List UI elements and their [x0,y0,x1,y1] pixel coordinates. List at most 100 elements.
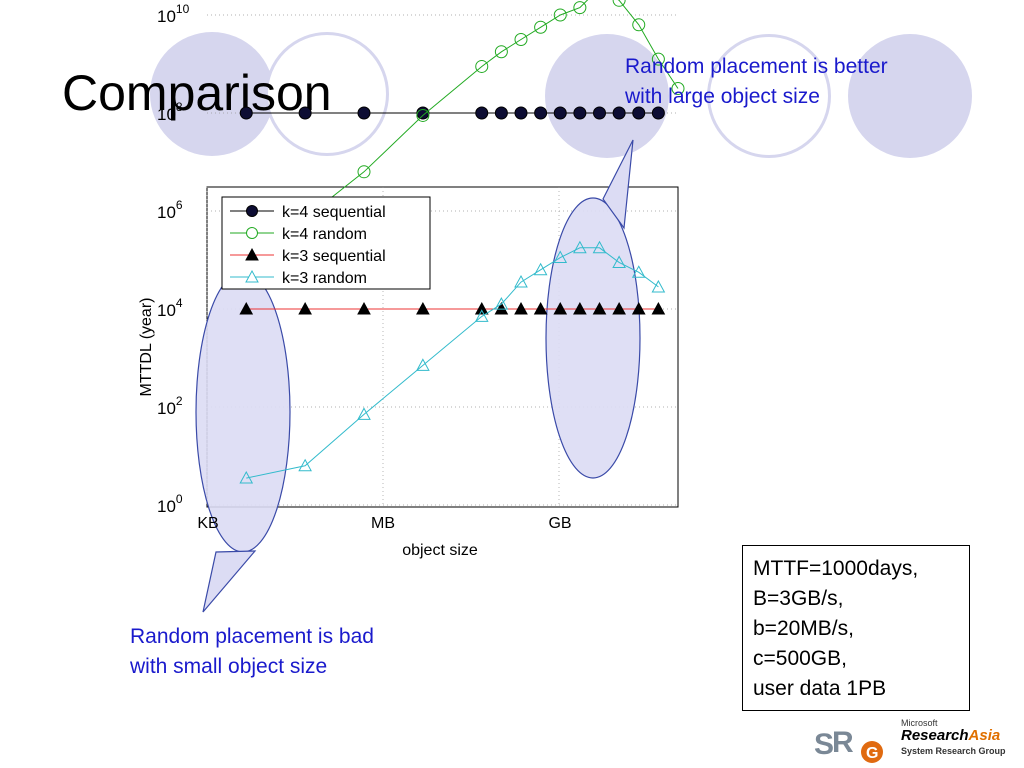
decorative-ring [707,34,831,158]
data-point [651,52,665,66]
decorative-ring [265,32,389,156]
legend-marker [246,227,258,239]
data-point [514,275,528,288]
data-point [533,262,548,276]
x-tick-label: GB [548,515,571,532]
svg-text:R: R [832,726,854,759]
svg-text:G: G [866,745,878,762]
legend-entry: k=4 sequential [230,204,386,221]
data-point [632,106,646,120]
y-tick-label: 106 [157,198,183,222]
data-point [593,106,606,120]
data-point [631,301,646,315]
series-k-3-random [239,240,666,484]
data-point [416,358,430,371]
callout-random-large: Random placement is better with large ob… [625,55,888,108]
decorative-circle [150,32,274,156]
data-point [534,106,548,120]
data-point [592,301,607,315]
data-point [631,265,646,278]
data-point [592,240,607,254]
param-user-data: user data 1PB [753,677,887,700]
data-point [533,301,548,315]
callout-pointer-right [602,139,634,230]
data-point [612,0,626,7]
parameters-box: MTTF=1000days, B=3GB/s, b=20MB/s, c=500G… [742,545,970,711]
highlight-large-objects [545,197,641,479]
series-k-4-sequential [239,106,665,120]
msra-logo: S R G Microsoft ResearchAsia System Rese… [812,718,1024,768]
data-point [298,458,312,472]
chart-legend: k=4 sequential k=4 random k=3 sequential k=… [221,196,431,290]
legend-marker [245,269,259,283]
param-bandwidth: B=3GB/s, [753,587,844,610]
logo-system-research-group: System Research Group [901,746,1006,756]
legend-label: k=3 sequential [282,248,386,265]
data-point [494,301,509,315]
data-point [475,106,489,120]
data-point [553,301,568,315]
data-point [239,471,254,484]
data-point [632,18,646,32]
legend-label: k=3 random [282,270,367,287]
data-point [553,8,567,22]
data-point [553,250,568,264]
data-point [357,106,371,120]
data-point [416,301,430,315]
slide-title: Comparison [62,65,332,121]
param-recovery-bandwidth: b=20MB/s, [753,617,854,640]
data-point [612,301,626,315]
srg-logo-icon: S R G [814,726,883,763]
plot-area: 10010210410610810101012KBMBGBobject size… [138,0,685,559]
y-tick-label: 108 [157,100,183,124]
data-point [612,106,626,120]
data-point [416,106,430,120]
data-point [357,407,371,420]
data-point [671,82,685,95]
data-point [298,106,312,120]
x-axis-label: object size [402,542,478,559]
legend-entry: k=3 random [230,269,367,287]
data-point [651,301,666,315]
data-point [494,297,509,310]
param-mttf: MTTF=1000days, [753,557,919,580]
data-point [494,106,508,120]
callout-random-small: Random placement is bad with small objec… [130,625,374,678]
data-point [416,108,430,122]
data-point [494,45,508,59]
y-axis-label: MTTDL (year) [138,298,155,397]
series-k-3-sequential [239,301,666,315]
callout-pointer-left [202,550,257,613]
data-point [534,20,548,34]
y-tick-label: 102 [157,394,183,418]
data-point [573,301,587,315]
legend-entry: k=3 sequential [230,247,386,265]
svg-text:S: S [814,728,834,761]
legend-label: k=4 random [282,226,367,243]
data-point [573,240,587,254]
y-tick-label: 100 [157,492,183,516]
data-point [357,301,371,315]
data-point [474,309,489,322]
callout-shapes [202,139,634,613]
data-point [612,255,626,268]
legend-entry: k=4 random [230,226,367,243]
data-point [573,106,587,120]
y-tick-label: 1010 [157,2,190,26]
x-tick-label: MB [371,515,395,532]
data-point [514,33,528,46]
data-point [239,106,253,120]
data-point [239,301,254,315]
data-point [651,106,665,120]
data-point [474,301,489,315]
data-point [651,279,666,293]
data-point [475,59,489,73]
series-line [245,0,679,271]
data-point [553,106,567,120]
decorative-circle [545,34,669,158]
data-point [357,165,371,179]
y-tick-label: 104 [157,296,183,320]
data-point [514,106,528,120]
series-line [246,247,659,479]
